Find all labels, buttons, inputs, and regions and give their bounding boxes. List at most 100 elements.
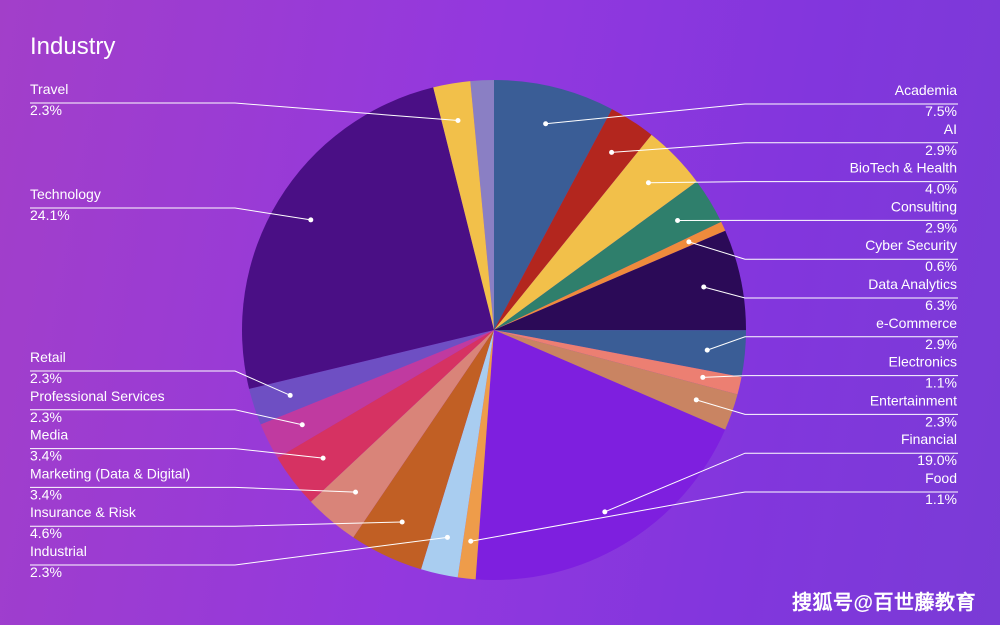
slice-percent: 1.1% — [925, 375, 957, 391]
slice-percent: 1.1% — [925, 491, 957, 507]
slice-label: Entertainment — [870, 392, 957, 408]
pie-slice — [494, 330, 742, 395]
slice-label: Consulting — [891, 198, 957, 214]
pie-slice — [494, 109, 652, 331]
pie-slice — [494, 330, 738, 430]
leader-line — [30, 102, 459, 122]
slice-label: Industrial — [30, 543, 87, 559]
slice-percent: 2.9% — [925, 219, 957, 235]
leader-line — [545, 103, 958, 125]
leader-line — [648, 181, 958, 184]
leader-dot — [701, 284, 707, 290]
slice-percent: 4.0% — [925, 181, 957, 197]
slice-label: Financial — [901, 431, 957, 447]
pie-slice — [242, 87, 494, 389]
leader-dot — [645, 180, 651, 186]
slice-label: BioTech & Health — [850, 160, 957, 176]
leader-line — [30, 370, 291, 396]
slice-percent: 7.5% — [925, 103, 957, 119]
pie-slice — [260, 330, 494, 458]
leader-line — [30, 521, 403, 527]
leader-dot — [468, 538, 474, 544]
pie-slice — [277, 330, 494, 502]
leader-dot — [675, 217, 681, 223]
leader-dot — [444, 534, 450, 540]
leader-dot — [693, 397, 699, 403]
pie-slice — [433, 81, 494, 330]
leader-line — [30, 409, 303, 426]
watermark: 搜狐号@百世藤教育 — [791, 592, 976, 614]
leader-dot — [602, 509, 608, 515]
slice-percent: 2.3% — [30, 102, 62, 118]
leader-line — [707, 336, 958, 351]
leader-line — [30, 486, 356, 493]
leader-line — [611, 142, 958, 153]
slice-label: Media — [30, 427, 68, 443]
pie-slice — [494, 80, 612, 330]
leader-line — [688, 241, 958, 260]
pie-slice — [310, 330, 494, 538]
leader-dot — [686, 239, 692, 245]
pie-slice — [353, 330, 494, 570]
pie-slice — [421, 330, 494, 578]
pie-slice — [494, 330, 746, 377]
leader-line — [702, 375, 958, 378]
pie-slice — [249, 330, 494, 425]
leader-dot — [287, 392, 293, 398]
pie-slice-other — [470, 80, 494, 330]
slice-label: Technology — [30, 186, 101, 202]
leader-line — [696, 399, 958, 415]
slice-label: Data Analytics — [868, 276, 957, 292]
leader-line — [30, 448, 324, 459]
pie-slice — [494, 230, 746, 331]
pie-slice — [494, 181, 722, 330]
slice-percent: 3.4% — [30, 448, 62, 464]
leader-dot — [700, 374, 706, 380]
slice-percent: 24.1% — [30, 207, 70, 223]
slice-label: Marketing (Data & Digital) — [30, 465, 190, 481]
leader-dot — [609, 149, 615, 155]
slice-percent: 0.6% — [925, 258, 957, 274]
slice-labels: Academia 7.5% AI 2.9% BioTech & Health 4.0%Co… — [30, 81, 958, 580]
pie-slice — [457, 330, 494, 580]
slice-label: Insurance & Risk — [30, 504, 137, 520]
pie-slices — [242, 80, 746, 581]
slice-percent: 2.9% — [925, 142, 957, 158]
leader-line — [30, 536, 448, 566]
pie-slice — [494, 134, 697, 330]
leader-line — [470, 491, 958, 542]
slice-label: Retail — [30, 349, 66, 365]
chart-title: Industry — [30, 33, 115, 60]
leader-dot — [299, 422, 305, 428]
slice-label: Food — [925, 470, 957, 486]
leader-dot — [543, 121, 549, 127]
slice-percent: 2.9% — [925, 336, 957, 352]
slice-percent: 2.3% — [30, 409, 62, 425]
leader-dot — [320, 455, 326, 461]
slice-percent: 2.3% — [925, 413, 957, 429]
slice-percent: 3.4% — [30, 486, 62, 502]
leader-dot — [353, 489, 359, 495]
pie-slice — [494, 221, 726, 330]
leader-line — [30, 207, 311, 221]
slice-percent: 6.3% — [925, 297, 957, 313]
leader-line — [703, 286, 958, 299]
leader-dot — [399, 519, 405, 525]
slice-label: Cyber Security — [865, 237, 957, 253]
slice-percent: 4.6% — [30, 525, 62, 541]
slice-percent: 2.3% — [30, 564, 62, 580]
slice-label: Academia — [895, 82, 957, 98]
leader-line — [604, 452, 958, 513]
pie-slice — [475, 330, 726, 581]
slice-label: Electronics — [889, 354, 957, 370]
leader-dot — [455, 118, 461, 124]
slice-percent: 19.0% — [917, 452, 957, 468]
leader-dot — [308, 217, 314, 223]
slice-label: Travel — [30, 81, 68, 97]
slice-label: Professional Services — [30, 388, 165, 404]
slice-label: e-Commerce — [876, 315, 957, 331]
slice-percent: 2.3% — [30, 370, 62, 386]
slice-label: AI — [944, 121, 957, 137]
leader-dot — [704, 347, 710, 353]
